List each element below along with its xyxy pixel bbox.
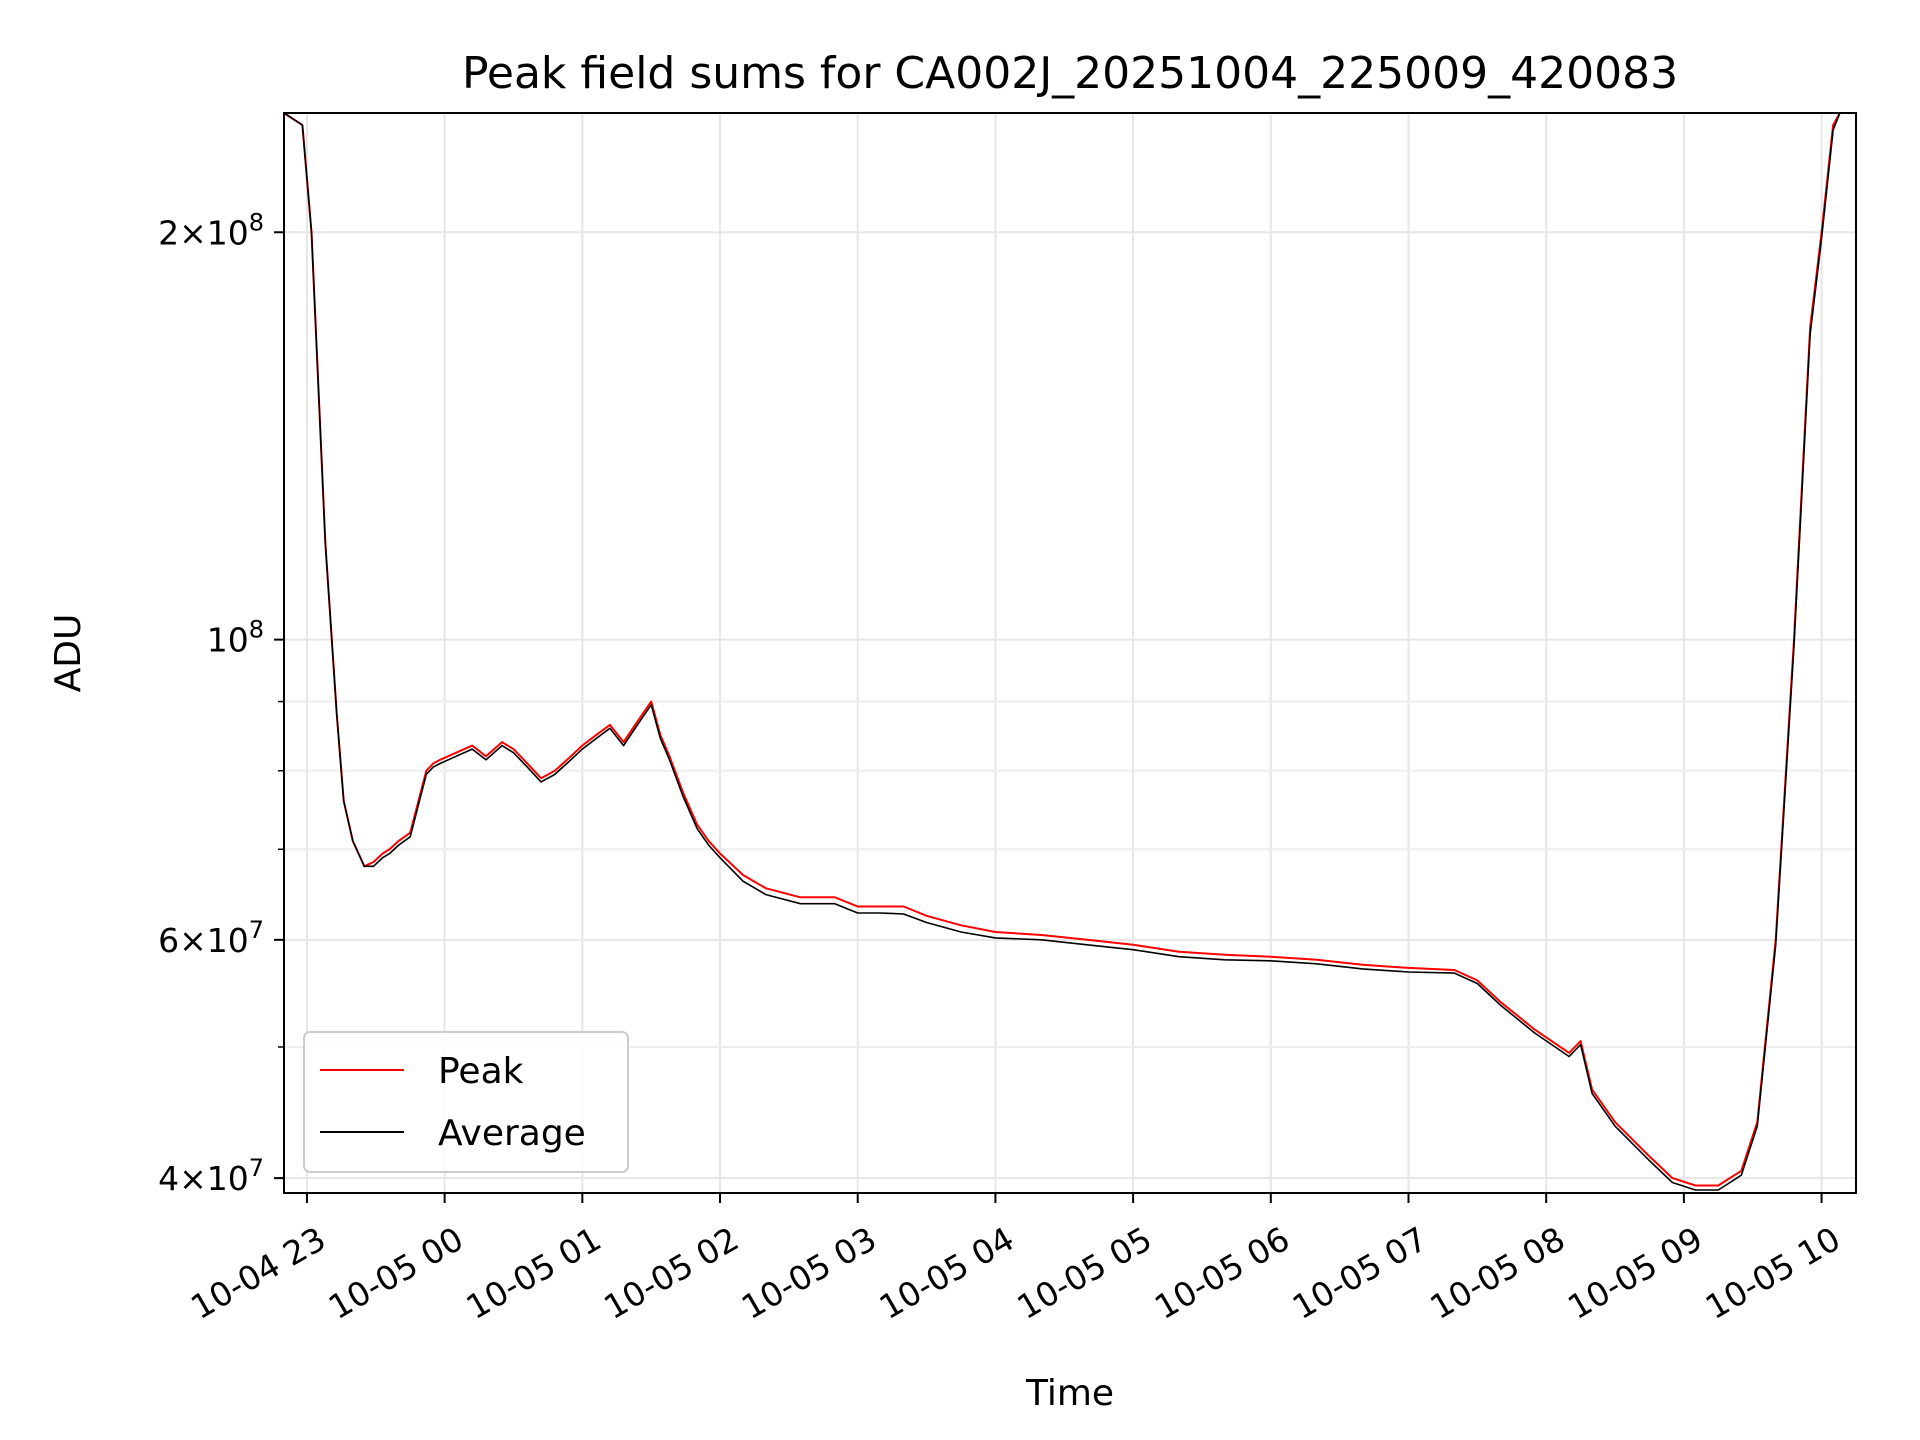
y-tick-exponent: 7 bbox=[249, 916, 264, 944]
series-lines bbox=[284, 113, 1856, 1191]
y-tick-ten: 10 bbox=[207, 1159, 249, 1198]
legend-label-average: Average bbox=[438, 1113, 586, 1154]
y-tick-base: 6 bbox=[158, 921, 179, 960]
y-tick-exponent: 8 bbox=[249, 616, 264, 644]
y-tick-times: × bbox=[179, 1159, 207, 1198]
legend-label-peak: Peak bbox=[438, 1051, 524, 1092]
y-tick-times: × bbox=[179, 921, 207, 960]
legend-box bbox=[303, 1031, 629, 1173]
y-tick-base: 4 bbox=[158, 1159, 179, 1198]
x-axis-label: Time bbox=[1025, 1373, 1114, 1414]
series-line-average bbox=[284, 113, 1856, 1191]
plot-area-frame bbox=[283, 112, 1857, 1194]
series-line-peak bbox=[284, 113, 1856, 1187]
y-tick-ten: 10 bbox=[207, 213, 249, 252]
y-tick-label: 2×108 bbox=[158, 208, 264, 252]
y-tick-times: × bbox=[179, 213, 207, 252]
y-axis-label: ADU bbox=[48, 614, 89, 693]
chart-title: Peak field sums for CA002J_20251004_2250… bbox=[462, 48, 1678, 99]
y-tick-base: 2 bbox=[158, 213, 179, 252]
y-tick-exponent: 8 bbox=[249, 208, 264, 236]
y-tick-label: 108 bbox=[207, 616, 264, 660]
legend: Peak Average bbox=[303, 1031, 629, 1173]
y-tick-exponent: 7 bbox=[249, 1154, 264, 1182]
y-tick-ten: 10 bbox=[207, 921, 249, 960]
grid bbox=[284, 113, 1856, 1193]
y-tick-label: 4×107 bbox=[158, 1154, 264, 1198]
y-tick-ten: 10 bbox=[207, 621, 249, 660]
y-tick-label: 6×107 bbox=[158, 916, 264, 960]
